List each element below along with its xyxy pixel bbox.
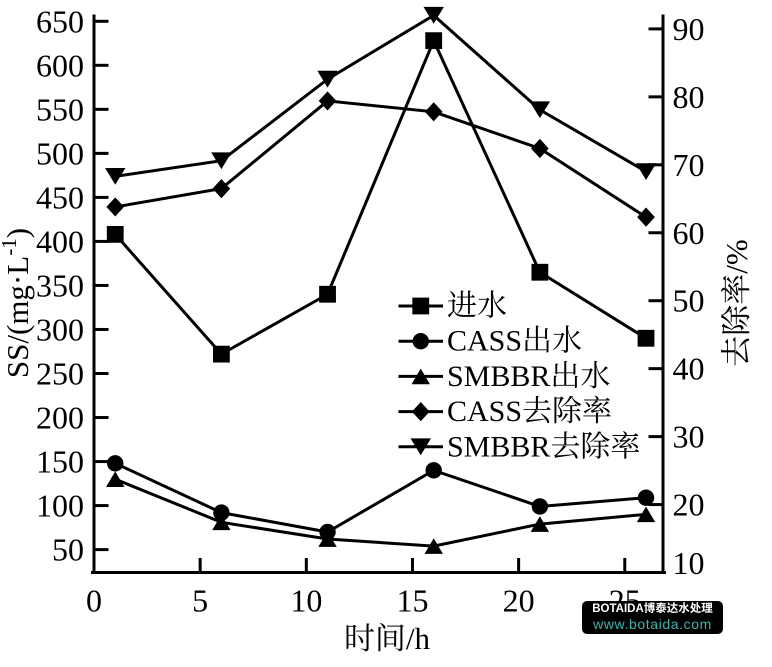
- left-tick-label-400: 400: [36, 223, 84, 259]
- legend-marker-influent: [412, 297, 430, 315]
- series-cass-removal: [106, 91, 655, 227]
- left-tick-label-50: 50: [52, 532, 84, 568]
- series-cass-removal-marker: [212, 178, 231, 199]
- left-tick-label-550: 550: [36, 91, 84, 127]
- x-tick-label-0: 0: [86, 583, 102, 619]
- legend-label-cass-effluent: CASS出水: [447, 325, 582, 358]
- left-axis-title-part: ): [0, 228, 35, 238]
- series-smbbr-removal-marker: [317, 70, 338, 88]
- x-axis-title: 时间/h: [344, 621, 431, 656]
- series-cass-removal-marker: [106, 197, 125, 217]
- series-influent-marker: [319, 285, 336, 303]
- series-influent: [106, 32, 655, 363]
- series-smbbr-effluent-marker: [424, 538, 443, 554]
- left-axis-title-part: SS/(mg·L: [0, 256, 35, 378]
- series-smbbr-effluent-line: [114, 477, 647, 548]
- series-cass-effluent-marker: [637, 489, 655, 506]
- left-tick-label-200: 200: [36, 400, 84, 436]
- x-tick-label-15: 15: [396, 583, 428, 619]
- legend-label-smbbr-effluent: SMBBR出水: [447, 360, 610, 393]
- series-smbbr-removal-line: [115, 13, 647, 178]
- series-smbbr-removal-marker: [635, 163, 657, 181]
- series-smbbr-effluent-marker: [212, 514, 231, 531]
- series-cass-removal-marker: [318, 91, 337, 111]
- left-axis-title: SS/(mg·L-1): [0, 228, 35, 378]
- watermark-url: www.botaida.com: [593, 616, 712, 633]
- legend-marker-smbbr-removal: [410, 438, 431, 456]
- axes: [91, 14, 666, 574]
- series-smbbr-removal: [105, 6, 657, 185]
- right-tick-label-20: 20: [673, 487, 705, 523]
- left-tick-label-100: 100: [36, 488, 84, 524]
- series-cass-effluent-marker: [213, 504, 230, 521]
- watermark: BOTAIDA博泰达水处理 www.botaida.com: [582, 601, 723, 634]
- right-tick-label-10: 10: [673, 545, 705, 581]
- series-influent-marker: [425, 32, 443, 50]
- legend-marker-cass-effluent: [412, 333, 429, 350]
- series-influent-marker: [106, 225, 124, 243]
- legend-label-influent: 进水: [447, 290, 507, 323]
- left-tick-label-500: 500: [36, 135, 84, 171]
- series-smbbr-effluent: [106, 471, 656, 554]
- right-axis-title: 去除率/%: [719, 239, 754, 366]
- legend-item-cass-effluent: CASS出水: [398, 325, 582, 358]
- x-tick-label-5: 5: [192, 583, 208, 619]
- right-tick-label-60: 60: [673, 215, 705, 251]
- series-smbbr-effluent-marker: [106, 471, 125, 487]
- series-cass-effluent: [107, 455, 655, 541]
- left-axis-title-part: -1: [0, 238, 21, 256]
- right-tick-label-90: 90: [673, 11, 705, 47]
- series-smbbr-removal-marker: [211, 152, 232, 170]
- series-cass-effluent-marker: [107, 455, 124, 472]
- tick-labels: 5010015020025030035040045050055060065010…: [36, 3, 705, 618]
- legend-item-influent: 进水: [398, 290, 507, 323]
- legend-marker-cass-removal: [411, 402, 430, 422]
- left-tick-label-300: 300: [36, 311, 84, 347]
- series-influent-marker: [531, 263, 549, 281]
- series-cass-removal-line: [114, 99, 647, 219]
- left-tick-label-450: 450: [36, 179, 84, 215]
- series-smbbr-effluent-marker: [636, 506, 656, 523]
- series-cass-removal-marker: [531, 138, 549, 159]
- series-smbbr-effluent-marker: [318, 531, 337, 547]
- series-cass-effluent-marker: [531, 498, 549, 515]
- series-smbbr-effluent-marker: [530, 516, 550, 532]
- x-tick-label-10: 10: [290, 583, 322, 619]
- legend-label-cass-removal: CASS去除率: [447, 395, 612, 428]
- right-tick-label-50: 50: [673, 283, 705, 319]
- series-smbbr-removal-marker: [105, 167, 126, 185]
- left-tick-label-650: 650: [36, 3, 84, 39]
- legend-item-smbbr-removal: SMBBR去除率: [398, 430, 640, 463]
- series-cass-effluent-marker: [425, 462, 442, 479]
- left-tick-label-250: 250: [36, 355, 84, 391]
- watermark-brand: BOTAIDA博泰达水处理: [592, 602, 713, 615]
- right-tick-label-40: 40: [673, 351, 705, 387]
- legend-marker-smbbr-effluent: [411, 368, 430, 385]
- right-tick-label-70: 70: [673, 147, 705, 183]
- right-tick-label-30: 30: [673, 419, 705, 455]
- series-smbbr-removal-marker: [423, 6, 444, 24]
- series-cass-effluent-line: [114, 461, 647, 534]
- left-tick-label-600: 600: [36, 47, 84, 83]
- series-smbbr-removal-marker: [529, 101, 551, 119]
- series-influent-line: [114, 36, 647, 357]
- legend-label-smbbr-removal: SMBBR去除率: [447, 430, 640, 463]
- series-influent-marker: [637, 329, 655, 347]
- left-tick-label-350: 350: [36, 267, 84, 303]
- left-tick-label-150: 150: [36, 444, 84, 480]
- legend-item-cass-removal: CASS去除率: [398, 395, 612, 428]
- series-cass-removal-marker: [637, 207, 655, 227]
- series-influent-marker: [212, 345, 230, 363]
- right-tick-label-80: 80: [673, 79, 705, 115]
- x-tick-label-20: 20: [503, 583, 535, 619]
- series-cass-removal-marker: [424, 102, 443, 122]
- legend-item-smbbr-effluent: SMBBR出水: [398, 360, 610, 393]
